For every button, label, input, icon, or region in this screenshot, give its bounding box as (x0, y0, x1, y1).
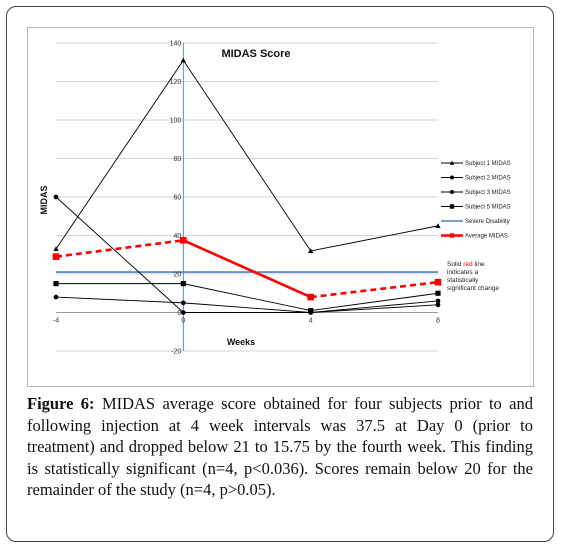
note-prefix: Solid (447, 261, 462, 268)
tick-labels: -20 0 20 40 60 80 100 120 140 -4 0 4 8 (53, 41, 440, 356)
y-tick-label: 40 (174, 233, 182, 240)
series (52, 57, 442, 315)
data-point (53, 294, 59, 300)
y-tick-label: 80 (174, 156, 182, 163)
chart-area: -20 0 20 40 60 80 100 120 140 -4 0 4 8 MIDAS Score M… (27, 27, 534, 387)
y-tick-label: 120 (170, 79, 182, 86)
legend-label: Subject 5 MIDAS (465, 205, 511, 211)
data-point (53, 246, 59, 252)
caption-label: Figure 6: (27, 394, 95, 413)
data-point (180, 57, 186, 63)
gridlines (56, 42, 438, 352)
series-segment (310, 300, 439, 313)
x-tick-label: -4 (53, 318, 59, 325)
series-segment (182, 239, 312, 299)
legend-label: Subject 3 MIDAS (465, 190, 511, 196)
x-tick-label: 0 (181, 318, 185, 325)
data-point (308, 248, 314, 253)
y-tick-label: -20 (171, 349, 181, 356)
data-point (53, 281, 59, 287)
y-tick-label: 140 (170, 41, 182, 48)
legend-marker (450, 190, 454, 194)
series-segment (183, 283, 311, 312)
data-point (435, 223, 441, 228)
legend-label: Subject 1 MIDAS (465, 161, 511, 167)
y-tick-label: 100 (170, 118, 182, 125)
series-segment (310, 225, 439, 252)
note-after: line (475, 261, 486, 268)
chart-title: MIDAS Score (221, 48, 290, 60)
series-segment (182, 60, 312, 252)
data-point (435, 302, 441, 308)
y-tick-label: 20 (174, 272, 182, 279)
legend-label: Average MIDAS (465, 234, 508, 240)
legend-marker (450, 175, 454, 180)
y-axis-title: MIDAS (39, 186, 49, 215)
series-segment (55, 60, 184, 250)
x-tick-label: 4 (309, 318, 313, 325)
legend-label: Subject 2 MIDAS (465, 176, 511, 182)
y-tick-label: 0 (177, 310, 181, 317)
midas-chart: -20 0 20 40 60 80 100 120 140 -4 0 4 8 MIDAS Score M… (39, 41, 511, 356)
series-segment (183, 302, 311, 313)
data-point (435, 290, 441, 296)
data-point (52, 253, 60, 260)
note-line-4: significant change (447, 285, 499, 292)
data-point (180, 300, 186, 306)
series-segment (310, 304, 439, 313)
data-point (435, 298, 441, 304)
series-segment (55, 196, 184, 313)
x-tick-label: 8 (436, 318, 440, 325)
note-line-1: Solid red line (447, 261, 485, 268)
series-segment (55, 296, 184, 304)
legend-marker (449, 204, 455, 209)
data-point (308, 307, 314, 314)
significance-note: Solid red line indicates a statistically… (447, 261, 499, 292)
data-point (180, 281, 186, 287)
legend-marker (449, 233, 455, 238)
x-axis-title: Weeks (227, 337, 255, 347)
series-segment (55, 239, 184, 258)
legend-label: Severe Disability (465, 219, 510, 225)
legend-marker (449, 160, 455, 165)
data-point (180, 310, 186, 315)
data-point (180, 237, 187, 244)
data-point (307, 293, 314, 301)
note-line-3: statistically (447, 277, 479, 284)
data-point (53, 194, 59, 200)
caption-text: MIDAS average score obtained for four su… (27, 394, 533, 499)
y-tick-label: 60 (174, 195, 182, 202)
note-line-2: indicates a (447, 269, 478, 276)
legend: Subject 1 MIDAS Subject 2 MIDAS Subject 3 … (441, 160, 511, 240)
series-segment (310, 292, 439, 312)
note-highlight: red (463, 261, 473, 268)
series-segment (310, 280, 439, 299)
figure-caption: Figure 6: MIDAS average score obtained f… (27, 393, 533, 501)
data-point (434, 278, 442, 286)
